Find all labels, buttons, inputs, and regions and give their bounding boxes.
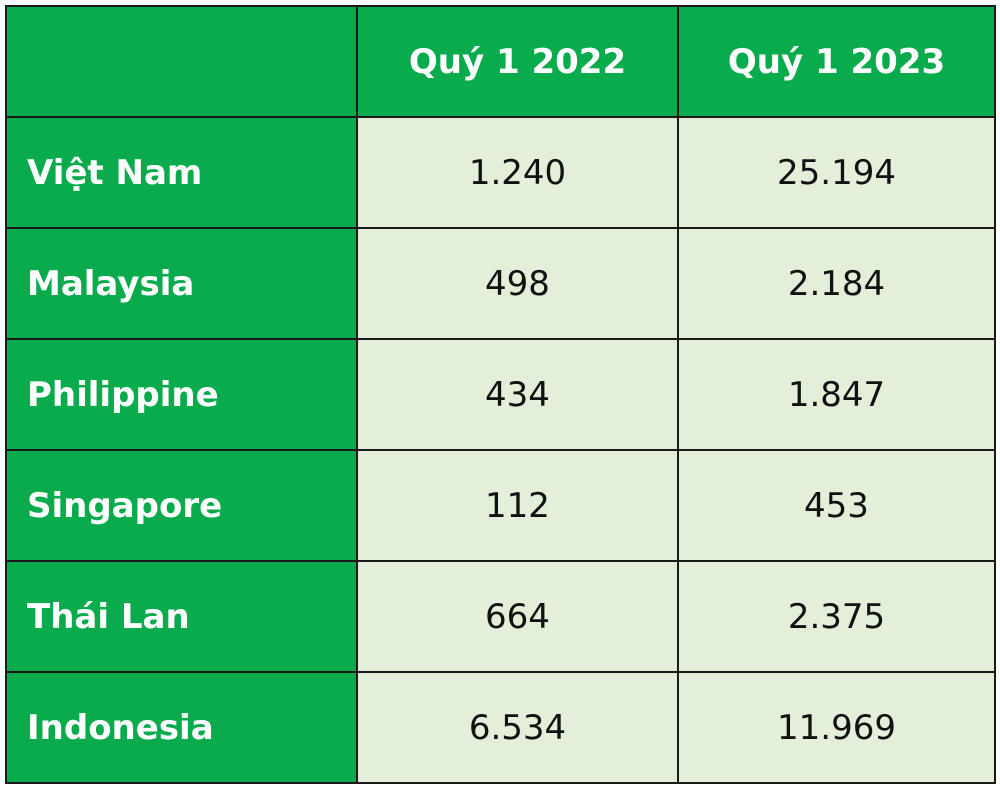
value-cell: 112 xyxy=(358,451,677,560)
row-header: Việt Nam xyxy=(7,118,356,227)
value-cell: 25.194 xyxy=(679,118,994,227)
value-cell: 2.184 xyxy=(679,229,994,338)
data-table: Quý 1 2022 Quý 1 2023 Việt Nam 1.240 25.194 M… xyxy=(5,5,996,784)
value-cell: 1.847 xyxy=(679,340,994,449)
column-header: Quý 1 2023 xyxy=(679,7,994,116)
value-cell: 2.375 xyxy=(679,562,994,671)
value-cell: 453 xyxy=(679,451,994,560)
value-cell: 11.969 xyxy=(679,673,994,782)
column-header: Quý 1 2022 xyxy=(358,7,677,116)
row-header: Singapore xyxy=(7,451,356,560)
value-cell: 664 xyxy=(358,562,677,671)
row-header: Thái Lan xyxy=(7,562,356,671)
value-cell: 434 xyxy=(358,340,677,449)
row-header: Indonesia xyxy=(7,673,356,782)
row-header: Malaysia xyxy=(7,229,356,338)
value-cell: 1.240 xyxy=(358,118,677,227)
value-cell: 498 xyxy=(358,229,677,338)
value-cell: 6.534 xyxy=(358,673,677,782)
row-header: Philippine xyxy=(7,340,356,449)
corner-cell xyxy=(7,7,356,116)
